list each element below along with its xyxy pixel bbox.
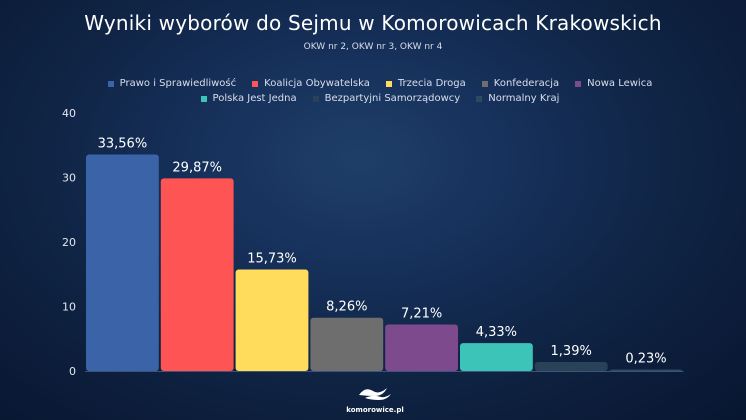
- legend-item: Polska Jest Jedna: [200, 93, 297, 104]
- legend-item: Normalny Kraj: [476, 93, 559, 104]
- bar-value-label: 4,33%: [476, 325, 517, 340]
- bar-value-label: 0,23%: [625, 352, 666, 367]
- legend-label: Nowa Lewica: [587, 78, 653, 89]
- legend-label: Koalicja Obywatelska: [264, 78, 370, 89]
- legend-label: Bezpartyjni Samorządowcy: [324, 93, 461, 104]
- bar: [160, 178, 234, 371]
- bar-value-label: 15,73%: [247, 252, 297, 267]
- legend-item: Nowa Lewica: [575, 78, 652, 89]
- site-logo[interactable]: komorowice.pl: [340, 383, 410, 414]
- legend-item: Bezpartyjni Samorządowcy: [312, 93, 461, 104]
- bar-value-label: 7,21%: [401, 306, 442, 321]
- chart-subtitle: OKW nr 2, OKW nr 3, OKW nr 4: [303, 42, 443, 52]
- legend-swatch: [312, 95, 319, 102]
- chart-legend: Prawo i Sprawiedliwość Koalicja Obywatels…: [60, 78, 700, 104]
- y-tick-label: 10: [62, 301, 76, 314]
- legend-label: Trzecia Droga: [397, 78, 466, 89]
- legend-item: Trzecia Droga: [385, 78, 466, 89]
- legend-swatch: [481, 80, 488, 87]
- y-tick-label: 40: [62, 107, 76, 120]
- bar: [460, 343, 533, 371]
- bar: [609, 369, 683, 371]
- logo-text: komorowice.pl: [346, 406, 404, 414]
- bar-value-label: 29,87%: [172, 160, 222, 175]
- bar: [235, 269, 309, 371]
- bar-value-label: 8,26%: [326, 300, 367, 315]
- legend-swatch: [575, 80, 582, 87]
- y-tick-label: 0: [69, 365, 76, 378]
- legend-label: Normalny Kraj: [488, 93, 560, 104]
- bar: [534, 362, 608, 371]
- legend-swatch: [252, 80, 259, 87]
- legend-label: Polska Jest Jedna: [212, 93, 297, 104]
- legend-label: Prawo i Sprawiedliwość: [119, 78, 237, 89]
- legend-swatch: [200, 95, 207, 102]
- logo-wave-icon: [359, 388, 391, 400]
- legend-swatch: [107, 80, 114, 87]
- legend-swatch: [476, 95, 483, 102]
- y-tick-label: 20: [62, 236, 76, 249]
- bar-value-label: 33,56%: [98, 137, 148, 152]
- legend-swatch: [385, 80, 392, 87]
- legend-item: Konfederacja: [481, 78, 560, 89]
- bar-value-label: 1,39%: [551, 344, 592, 359]
- chart-title: Wyniki wyborów do Sejmu w Komorowicach K…: [84, 11, 662, 35]
- legend-label: Konfederacja: [493, 78, 560, 89]
- y-tick-label: 30: [62, 172, 76, 185]
- bar: [310, 317, 384, 371]
- bar: [385, 324, 458, 371]
- legend-item: Prawo i Sprawiedliwość: [107, 78, 237, 89]
- bar: [86, 154, 159, 371]
- legend-item: Koalicja Obywatelska: [252, 78, 370, 89]
